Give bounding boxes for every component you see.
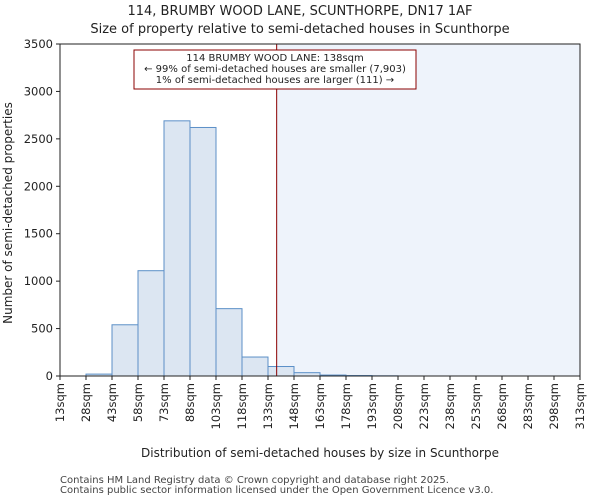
y-tick-label: 1000 — [24, 274, 53, 288]
x-tick-label: 268sqm — [495, 383, 509, 429]
chart-title-line2: Size of property relative to semi-detach… — [90, 22, 509, 37]
x-tick-label: 313sqm — [573, 383, 587, 429]
x-tick-label: 223sqm — [417, 383, 431, 429]
bar-73sqm — [163, 120, 191, 377]
y-tick-label: 0 — [46, 369, 53, 383]
y-tick-label: 2500 — [24, 132, 53, 146]
x-tick-label: 178sqm — [339, 383, 353, 429]
x-tick-label: 148sqm — [287, 383, 301, 429]
y-tick-label: 500 — [31, 322, 53, 336]
x-axis-ticks: 13sqm 28sqm 43sqm 58sqm 73sqm 88sqm 103sqm 118s… — [53, 376, 587, 429]
x-tick-label: 43sqm — [105, 383, 119, 422]
y-tick-label: 3500 — [24, 37, 53, 51]
x-tick-label: 13sqm — [53, 383, 67, 422]
bar-103sqm — [215, 308, 243, 377]
annotation-line1: 114 BRUMBY WOOD LANE: 138sqm — [186, 53, 364, 64]
y-axis-label: Number of semi-detached properties — [1, 102, 15, 324]
x-tick-label: 103sqm — [209, 383, 223, 429]
x-tick-label: 238sqm — [443, 383, 457, 429]
footer-line1: Contains HM Land Registry data © Crown c… — [60, 475, 449, 486]
annotation-line2: ← 99% of semi-detached houses are smalle… — [144, 64, 406, 75]
bar-88sqm — [189, 126, 217, 377]
larger-houses-shade — [276, 44, 580, 376]
bars-group — [85, 120, 399, 377]
x-tick-label: 298sqm — [547, 383, 561, 429]
chart-title-line1: 114, BRUMBY WOOD LANE, SCUNTHORPE, DN17 … — [127, 4, 472, 19]
bar-43sqm — [111, 324, 139, 377]
x-tick-label: 28sqm — [79, 383, 93, 422]
x-tick-label: 163sqm — [313, 383, 327, 429]
x-axis-label: Distribution of semi-detached houses by … — [141, 446, 499, 460]
y-tick-label: 3000 — [24, 84, 53, 98]
x-tick-label: 73sqm — [157, 383, 171, 422]
x-tick-label: 253sqm — [469, 383, 483, 429]
annotation-line3: 1% of semi-detached houses are larger (1… — [156, 75, 394, 86]
bar-118sqm — [241, 356, 269, 377]
annotation-box: 114 BRUMBY WOOD LANE: 138sqm ← 99% of se… — [133, 49, 417, 90]
bar-58sqm — [137, 270, 165, 377]
x-tick-label: 88sqm — [183, 383, 197, 422]
x-tick-label: 193sqm — [365, 383, 379, 429]
y-tick-label: 2000 — [24, 179, 53, 193]
x-tick-label: 118sqm — [235, 383, 249, 429]
x-tick-label: 208sqm — [391, 383, 405, 429]
x-tick-label: 283sqm — [521, 383, 535, 429]
y-tick-label: 1500 — [24, 227, 53, 241]
x-tick-label: 133sqm — [261, 383, 275, 429]
x-tick-label: 58sqm — [131, 383, 145, 422]
footer-line2: Contains public sector information licen… — [60, 485, 494, 496]
y-axis-ticks: 0 500 1000 1500 2000 2500 3000 3500 — [24, 37, 60, 383]
bar-133sqm — [267, 366, 295, 377]
